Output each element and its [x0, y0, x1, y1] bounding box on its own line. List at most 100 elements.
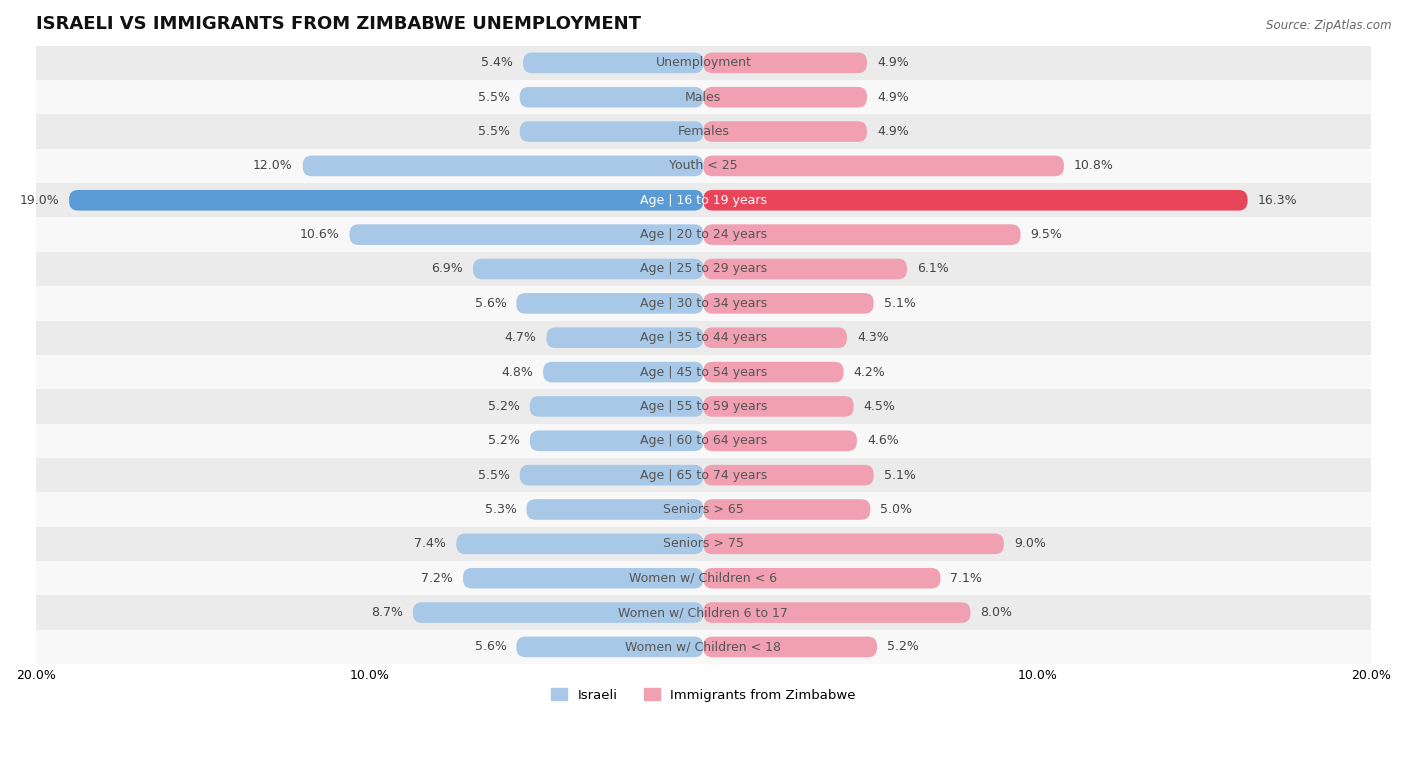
Text: 5.4%: 5.4% [481, 56, 513, 70]
FancyBboxPatch shape [703, 396, 853, 417]
FancyBboxPatch shape [520, 465, 703, 485]
Text: Source: ZipAtlas.com: Source: ZipAtlas.com [1267, 19, 1392, 32]
FancyBboxPatch shape [703, 534, 1004, 554]
FancyBboxPatch shape [530, 431, 703, 451]
Text: 5.0%: 5.0% [880, 503, 912, 516]
Text: Age | 60 to 64 years: Age | 60 to 64 years [640, 435, 766, 447]
Text: 5.6%: 5.6% [475, 297, 506, 310]
Text: 9.0%: 9.0% [1014, 537, 1046, 550]
Text: 5.2%: 5.2% [488, 435, 520, 447]
FancyBboxPatch shape [703, 465, 873, 485]
Text: 5.1%: 5.1% [883, 469, 915, 481]
FancyBboxPatch shape [703, 156, 1064, 176]
Bar [35, 389, 1371, 424]
FancyBboxPatch shape [69, 190, 703, 210]
Text: 4.8%: 4.8% [501, 366, 533, 378]
FancyBboxPatch shape [703, 362, 844, 382]
FancyBboxPatch shape [457, 534, 703, 554]
Bar [35, 217, 1371, 252]
Text: 5.5%: 5.5% [478, 469, 510, 481]
FancyBboxPatch shape [516, 637, 703, 657]
Text: 7.2%: 7.2% [422, 572, 453, 584]
FancyBboxPatch shape [703, 328, 846, 348]
Bar [35, 424, 1371, 458]
FancyBboxPatch shape [703, 259, 907, 279]
FancyBboxPatch shape [703, 224, 1021, 245]
Bar [35, 630, 1371, 664]
Bar [35, 355, 1371, 389]
Text: Age | 45 to 54 years: Age | 45 to 54 years [640, 366, 768, 378]
Text: 12.0%: 12.0% [253, 160, 292, 173]
Bar [35, 458, 1371, 492]
Bar [35, 252, 1371, 286]
Text: 8.0%: 8.0% [980, 606, 1012, 619]
FancyBboxPatch shape [703, 190, 1247, 210]
Text: Males: Males [685, 91, 721, 104]
FancyBboxPatch shape [463, 568, 703, 588]
Text: Women w/ Children 6 to 17: Women w/ Children 6 to 17 [619, 606, 789, 619]
Bar [35, 183, 1371, 217]
Bar [35, 286, 1371, 320]
Text: 7.4%: 7.4% [415, 537, 446, 550]
Text: 4.6%: 4.6% [868, 435, 898, 447]
Text: 16.3%: 16.3% [1257, 194, 1298, 207]
Text: 5.6%: 5.6% [475, 640, 506, 653]
Bar [35, 492, 1371, 527]
Text: 7.1%: 7.1% [950, 572, 983, 584]
Bar [35, 596, 1371, 630]
Text: 4.5%: 4.5% [863, 400, 896, 413]
FancyBboxPatch shape [413, 603, 703, 623]
Text: 4.9%: 4.9% [877, 125, 908, 138]
Text: Women w/ Children < 18: Women w/ Children < 18 [626, 640, 782, 653]
FancyBboxPatch shape [530, 396, 703, 417]
Bar [35, 148, 1371, 183]
Text: 4.9%: 4.9% [877, 91, 908, 104]
Bar [35, 527, 1371, 561]
Text: Age | 16 to 19 years: Age | 16 to 19 years [640, 194, 766, 207]
FancyBboxPatch shape [523, 52, 703, 73]
Text: Age | 25 to 29 years: Age | 25 to 29 years [640, 263, 766, 276]
Text: Seniors > 65: Seniors > 65 [664, 503, 744, 516]
FancyBboxPatch shape [703, 603, 970, 623]
FancyBboxPatch shape [703, 87, 868, 107]
Text: Age | 20 to 24 years: Age | 20 to 24 years [640, 228, 766, 241]
Text: ISRAELI VS IMMIGRANTS FROM ZIMBABWE UNEMPLOYMENT: ISRAELI VS IMMIGRANTS FROM ZIMBABWE UNEM… [35, 15, 641, 33]
FancyBboxPatch shape [543, 362, 703, 382]
Text: 19.0%: 19.0% [20, 194, 59, 207]
Text: Unemployment: Unemployment [655, 56, 751, 70]
Text: 5.5%: 5.5% [478, 125, 510, 138]
Text: 5.1%: 5.1% [883, 297, 915, 310]
Text: 4.9%: 4.9% [877, 56, 908, 70]
FancyBboxPatch shape [703, 293, 873, 313]
Text: 4.2%: 4.2% [853, 366, 886, 378]
Bar [35, 114, 1371, 148]
FancyBboxPatch shape [472, 259, 703, 279]
FancyBboxPatch shape [703, 52, 868, 73]
Text: 10.6%: 10.6% [299, 228, 339, 241]
Text: Youth < 25: Youth < 25 [669, 160, 738, 173]
Text: Seniors > 75: Seniors > 75 [664, 537, 744, 550]
Text: Age | 65 to 74 years: Age | 65 to 74 years [640, 469, 768, 481]
Text: Women w/ Children < 6: Women w/ Children < 6 [630, 572, 778, 584]
FancyBboxPatch shape [526, 499, 703, 520]
Text: Age | 55 to 59 years: Age | 55 to 59 years [640, 400, 768, 413]
Text: 4.7%: 4.7% [505, 332, 537, 344]
Text: 6.9%: 6.9% [432, 263, 463, 276]
FancyBboxPatch shape [703, 568, 941, 588]
FancyBboxPatch shape [350, 224, 703, 245]
FancyBboxPatch shape [520, 87, 703, 107]
Text: 6.1%: 6.1% [917, 263, 949, 276]
Text: 5.5%: 5.5% [478, 91, 510, 104]
FancyBboxPatch shape [703, 637, 877, 657]
FancyBboxPatch shape [516, 293, 703, 313]
Bar [35, 561, 1371, 596]
Text: Females: Females [678, 125, 730, 138]
FancyBboxPatch shape [520, 121, 703, 142]
Bar [35, 45, 1371, 80]
FancyBboxPatch shape [547, 328, 703, 348]
Text: 4.3%: 4.3% [856, 332, 889, 344]
Bar [35, 320, 1371, 355]
Text: Age | 30 to 34 years: Age | 30 to 34 years [640, 297, 766, 310]
Legend: Israeli, Immigrants from Zimbabwe: Israeli, Immigrants from Zimbabwe [546, 683, 860, 707]
Text: 8.7%: 8.7% [371, 606, 404, 619]
